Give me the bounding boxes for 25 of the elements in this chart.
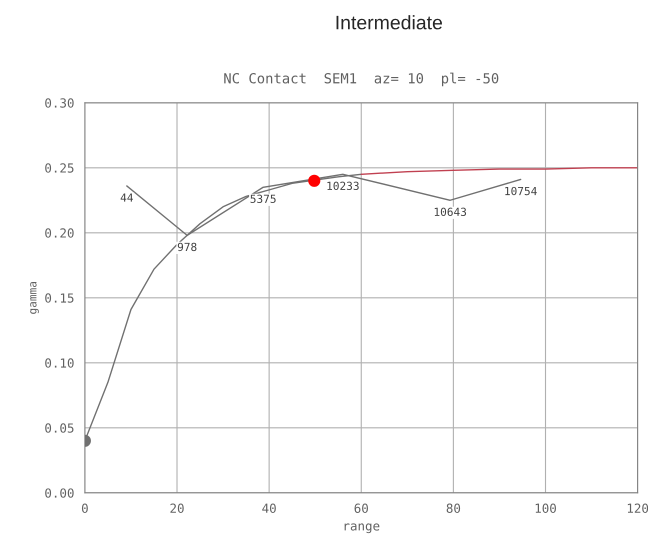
x-tick-label: 40: [262, 504, 276, 513]
x-tick-label: 20: [170, 504, 184, 513]
x-tick-label: 60: [354, 504, 368, 513]
x-tick-label: 80: [446, 504, 460, 513]
x-axis-title: range: [344, 523, 380, 534]
y-tick-label: 0.05: [45, 423, 74, 433]
line-series: [360, 167, 638, 175]
chart-subtitle: NC Contact SEM1 az= 10 pl= -50: [224, 72, 498, 86]
annotation: 978: [178, 242, 196, 252]
y-tick-label: 0.30: [45, 98, 74, 108]
chart-title: Intermediate: [336, 15, 442, 30]
y-tick-label: 0.10: [45, 358, 74, 368]
y-tick-label: 0.00: [45, 488, 74, 498]
y-tick-label: 0.25: [45, 163, 74, 173]
annotation: 10643: [434, 208, 466, 216]
y-tick-label: 0.15: [45, 293, 74, 303]
x-tick-label: 120: [628, 504, 648, 513]
annotation: 10233: [327, 182, 359, 190]
annotation: 44: [120, 193, 133, 202]
y-tick-label: 0.20: [45, 228, 74, 238]
x-tick-label: 100: [536, 504, 556, 513]
annotation: 5375: [250, 194, 276, 204]
x-tick-label: 0: [82, 504, 88, 513]
annotation: 10754: [505, 186, 537, 196]
y-axis-title: gamma: [30, 282, 39, 314]
